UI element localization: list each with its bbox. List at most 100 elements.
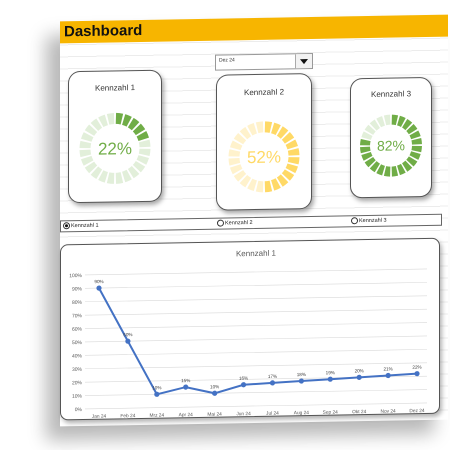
donut-segment-filled [369, 161, 381, 173]
period-dropdown[interactable]: Dez 24 [215, 52, 313, 71]
y-tick-label: 10% [72, 394, 83, 400]
period-dropdown-value: Dez 24 [219, 57, 235, 64]
donut-segment-track [138, 139, 151, 148]
data-point [154, 391, 160, 397]
donut-segment-filled [409, 130, 421, 140]
donut-segment-filled [391, 114, 399, 126]
donut-segment-filled [391, 165, 399, 177]
donut-segment-track [233, 132, 247, 145]
y-tick-label: 40% [72, 353, 83, 359]
donut-segment-filled [264, 121, 273, 133]
y-tick-label: 100% [69, 273, 82, 279]
donut-segment-filled [281, 169, 295, 181]
donut-segment-track [98, 114, 109, 128]
radio-button[interactable] [217, 219, 224, 227]
donut-segment-filled [396, 115, 406, 127]
gridline [85, 268, 427, 276]
radio-label: Kennzahl 3 [359, 217, 387, 225]
y-tick-label: 20% [72, 380, 83, 386]
x-tick-label: Mai 24 [207, 412, 222, 418]
donut-segment-filled [409, 151, 421, 160]
data-label: 20% [355, 368, 364, 373]
donut-segment-track [228, 149, 241, 157]
kpi-value-text: 82% [377, 137, 405, 153]
dropdown-button[interactable] [295, 53, 312, 69]
donut-segment-track [106, 172, 115, 184]
data-point [414, 371, 420, 377]
page-title: Dashboard [64, 21, 143, 41]
donut-segment-track [361, 131, 373, 141]
data-point [125, 338, 131, 344]
data-point [327, 376, 333, 382]
radio-option-3[interactable]: Kennzahl 3 [351, 217, 387, 225]
kpi-card-2: Kennzahl 2 52% [216, 72, 312, 211]
donut-segment-filled [132, 123, 146, 136]
donut-segment-track [90, 166, 103, 179]
donut-segment-filled [270, 178, 281, 191]
gridline [85, 402, 427, 410]
donut-segment-filled [401, 118, 413, 131]
kpi-value-text: 22% [98, 139, 132, 159]
donut-segment-track [106, 112, 115, 125]
data-point [356, 374, 362, 380]
donut-segment-filled [127, 117, 140, 131]
donut-segment-track [84, 124, 98, 137]
donut-segment-filled [270, 122, 281, 136]
x-tick-label: Dez 24 [409, 408, 425, 414]
data-label: 19% [326, 370, 335, 375]
donut-segment-track [84, 161, 98, 174]
radio-button[interactable] [351, 217, 358, 225]
chevron-down-icon [300, 59, 308, 65]
series-line [98, 287, 418, 396]
y-tick-label: 70% [72, 313, 83, 319]
donut-segment-filled [136, 131, 149, 142]
donut-segment-track [247, 123, 258, 136]
kpi-card-1: Kennzahl 1 22% [68, 69, 162, 204]
donut-segment-filled [361, 151, 373, 161]
donut-segment-filled [360, 139, 371, 146]
data-label: 18% [297, 372, 306, 377]
donut-segment-track [376, 116, 386, 128]
data-label: 17% [268, 374, 277, 379]
data-label: 22% [412, 365, 421, 370]
donut-segment-track [239, 126, 252, 140]
line-chart-panel: Kennzahl 1 0% 10% 20% 30% 40% 50% 60% 70% 80% 90% 1… [60, 237, 440, 421]
x-tick-label: Jan 24 [92, 414, 107, 420]
x-tick-label: Sep 24 [323, 410, 339, 416]
radio-option-2[interactable]: Kennzahl 2 [217, 219, 253, 227]
data-point [183, 384, 189, 390]
donut-segment-track [247, 178, 258, 192]
donut-segment-filled [364, 156, 376, 168]
kpi-value-text: 52% [247, 147, 281, 167]
gridline [85, 282, 427, 289]
donut-segment-filled [406, 123, 418, 135]
donut-segment-filled [281, 132, 295, 144]
donut-segment-track [230, 164, 243, 175]
gridline [85, 389, 427, 396]
x-tick-label: Jun 24 [236, 411, 251, 417]
gridline [85, 335, 427, 343]
donut-segment-track [81, 132, 94, 142]
donut-segment-filled [121, 114, 132, 127]
donut-segment-filled [285, 163, 298, 174]
donut-segment-filled [411, 145, 422, 153]
radio-option-1[interactable]: Kennzahl 1 [63, 222, 99, 230]
donut-segment-filled [411, 137, 422, 145]
donut-segment-track [255, 180, 264, 193]
data-label: 10% [152, 385, 161, 390]
donut-segment-filled [115, 112, 124, 125]
donut-segment-track [90, 118, 103, 131]
donut-segment-track [98, 170, 109, 183]
y-tick-label: 60% [72, 327, 83, 333]
dashboard-header: Dashboard [60, 14, 448, 44]
donut-segment-filled [360, 146, 371, 154]
x-tick-label: Aug 24 [294, 410, 310, 416]
line-chart: Kennzahl 1 0% 10% 20% 30% 40% 50% 60% 70% 80% 90% 1… [69, 249, 427, 420]
data-point [269, 380, 276, 386]
x-tick-label: Okt 24 [352, 409, 366, 415]
data-label: 15% [181, 378, 190, 383]
radio-button[interactable] [63, 222, 70, 230]
donut-segment-track [79, 149, 92, 158]
data-label: 16% [239, 376, 248, 381]
data-point [298, 378, 304, 384]
